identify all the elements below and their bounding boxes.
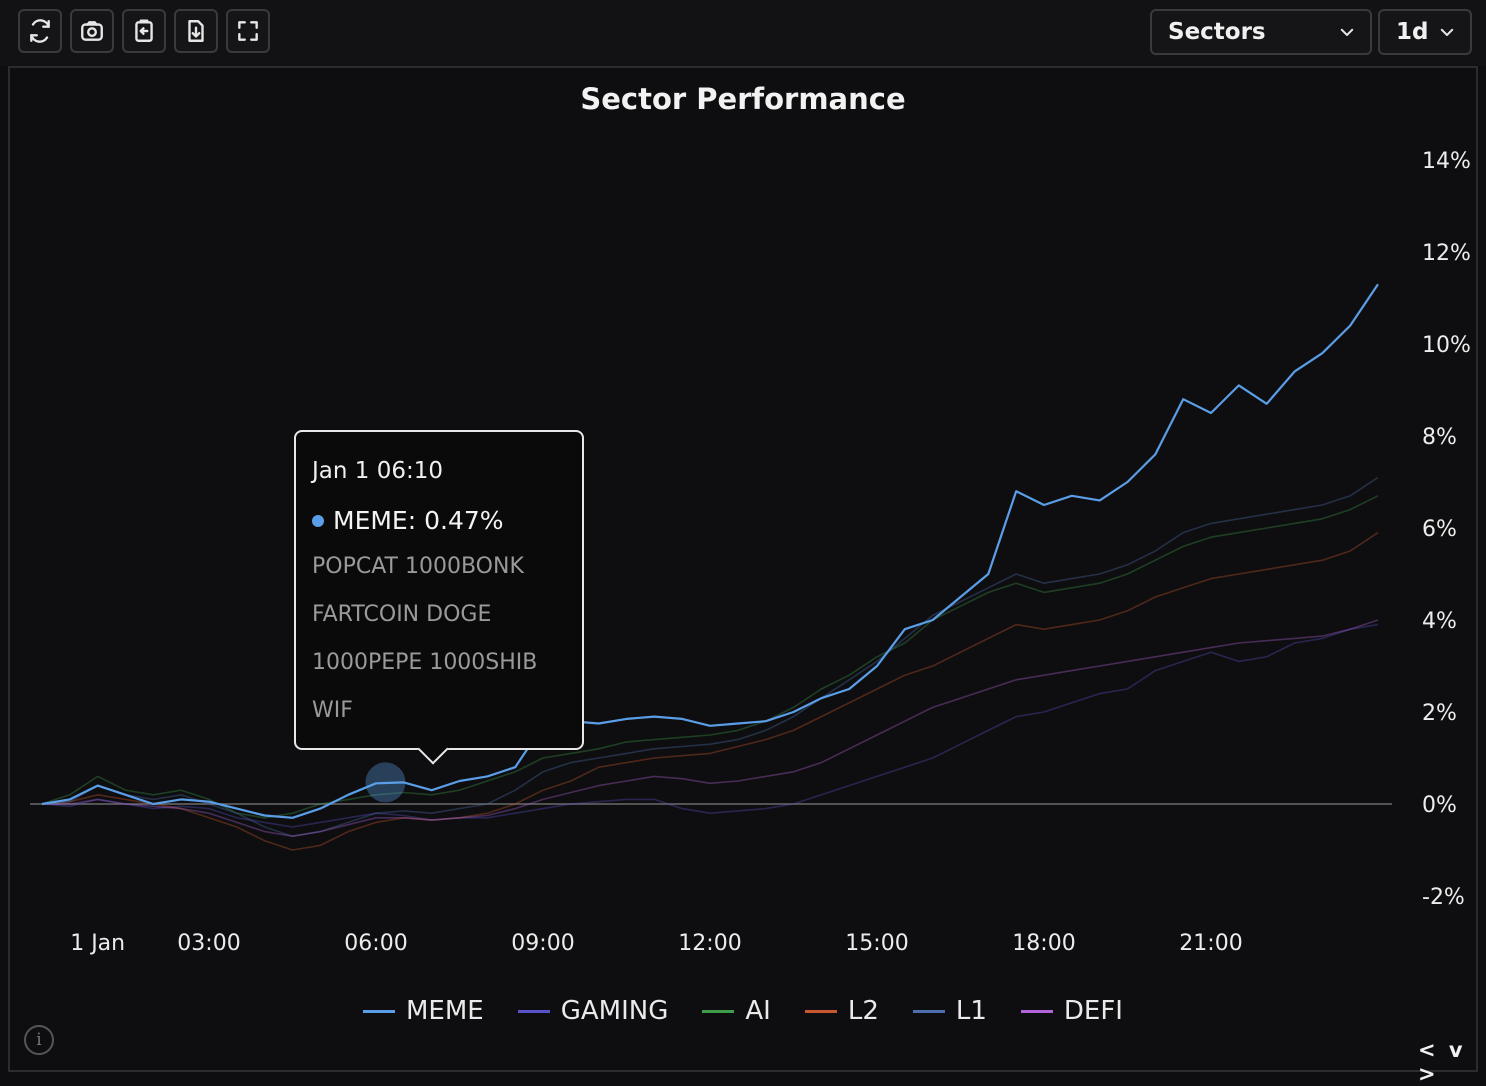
- y-tick-label: 8%: [1422, 425, 1457, 450]
- chart-title: Sector Performance: [580, 82, 906, 116]
- clipboard-icon: [135, 19, 153, 42]
- series-line-defi[interactable]: [42, 619, 1379, 838]
- x-tick-label: 21:00: [1179, 931, 1242, 956]
- hover-marker: [365, 762, 406, 803]
- chart-legend: MEME GAMING AI L2 L1 DEFI: [0, 996, 1486, 1026]
- tooltip-time: Jan 1 06:10: [312, 458, 443, 484]
- legend-swatch: [1020, 1009, 1053, 1013]
- y-tick-label: 0%: [1422, 793, 1457, 818]
- series-line-gaming[interactable]: [41, 623, 1379, 828]
- y-tick-label: 12%: [1422, 241, 1471, 266]
- series-line-l2[interactable]: [41, 531, 1379, 851]
- chart-nav-arrows[interactable]: < v >: [1418, 1038, 1466, 1086]
- x-tick-label: 1 Jan: [70, 931, 125, 956]
- sectors-select[interactable]: Sectors: [1150, 9, 1372, 55]
- legend-label: GAMING: [560, 996, 669, 1026]
- x-tick-label: 06:00: [344, 931, 407, 956]
- legend-item-l1[interactable]: L1: [912, 996, 987, 1026]
- tooltip-tokens-line: 1000PEPE 1000SHIB: [312, 650, 538, 675]
- copy-clipboard-button[interactable]: [122, 9, 166, 53]
- refresh-icon: [30, 19, 50, 43]
- chart-tooltip: Jan 1 06:10 MEME: 0.47% POPCAT 1000BONK …: [294, 430, 584, 765]
- chart-frame: [8, 66, 1478, 1072]
- legend-swatch: [702, 1009, 735, 1013]
- chevron-down-icon: [1440, 28, 1454, 36]
- toolbar: Sectors 1d: [0, 0, 1486, 66]
- series-line-ai[interactable]: [41, 495, 1379, 819]
- legend-label: L2: [847, 996, 879, 1026]
- camera-icon: [81, 21, 103, 41]
- legend-item-ai[interactable]: AI: [702, 996, 771, 1026]
- y-tick-label: 4%: [1422, 609, 1457, 634]
- legend-item-defi[interactable]: DEFI: [1020, 996, 1123, 1026]
- x-tick-label: 15:00: [845, 931, 908, 956]
- legend-item-meme[interactable]: MEME: [363, 996, 484, 1026]
- tooltip-tokens-line: POPCAT 1000BONK: [312, 554, 524, 579]
- legend-swatch: [912, 1009, 945, 1013]
- legend-label: L1: [955, 996, 987, 1026]
- screenshot-button[interactable]: [70, 9, 114, 53]
- y-tick-label: 6%: [1422, 517, 1457, 542]
- tooltip-series: MEME: 0.47%: [312, 506, 504, 535]
- series-line-meme[interactable]: [41, 283, 1379, 819]
- legend-swatch: [517, 1009, 550, 1013]
- timeframe-select-label: 1d: [1396, 19, 1429, 45]
- legend-swatch: [804, 1009, 837, 1013]
- info-icon[interactable]: i: [24, 1025, 54, 1055]
- x-tick-label: 12:00: [678, 931, 741, 956]
- fullscreen-icon: [238, 21, 258, 41]
- chevron-down-icon: [1340, 28, 1354, 36]
- series-line-l1[interactable]: [41, 476, 1379, 838]
- x-tick-label: 03:00: [177, 931, 240, 956]
- legend-label: MEME: [406, 996, 484, 1026]
- timeframe-select[interactable]: 1d: [1378, 9, 1472, 55]
- y-tick-label: 10%: [1422, 333, 1471, 358]
- file-download-icon: [188, 20, 204, 42]
- legend-label: DEFI: [1063, 996, 1123, 1026]
- fullscreen-button[interactable]: [226, 9, 270, 53]
- x-tick-label: 18:00: [1012, 931, 1075, 956]
- y-tick-label: 14%: [1422, 149, 1471, 174]
- legend-item-gaming[interactable]: GAMING: [517, 996, 669, 1026]
- refresh-button[interactable]: [18, 9, 62, 53]
- sectors-select-label: Sectors: [1168, 19, 1266, 45]
- legend-item-l2[interactable]: L2: [804, 996, 879, 1026]
- y-tick-label: 2%: [1422, 701, 1457, 726]
- legend-swatch: [363, 1009, 395, 1013]
- tooltip-series-dot: [312, 514, 324, 527]
- x-tick-label: 09:00: [511, 931, 574, 956]
- download-button[interactable]: [174, 9, 218, 53]
- legend-label: AI: [745, 996, 771, 1026]
- tooltip-tokens-line: WIF: [312, 698, 353, 723]
- y-tick-label: -2%: [1422, 885, 1465, 910]
- tooltip-tokens-line: FARTCOIN DOGE: [312, 602, 492, 627]
- tooltip-series-label: MEME: 0.47%: [333, 506, 504, 535]
